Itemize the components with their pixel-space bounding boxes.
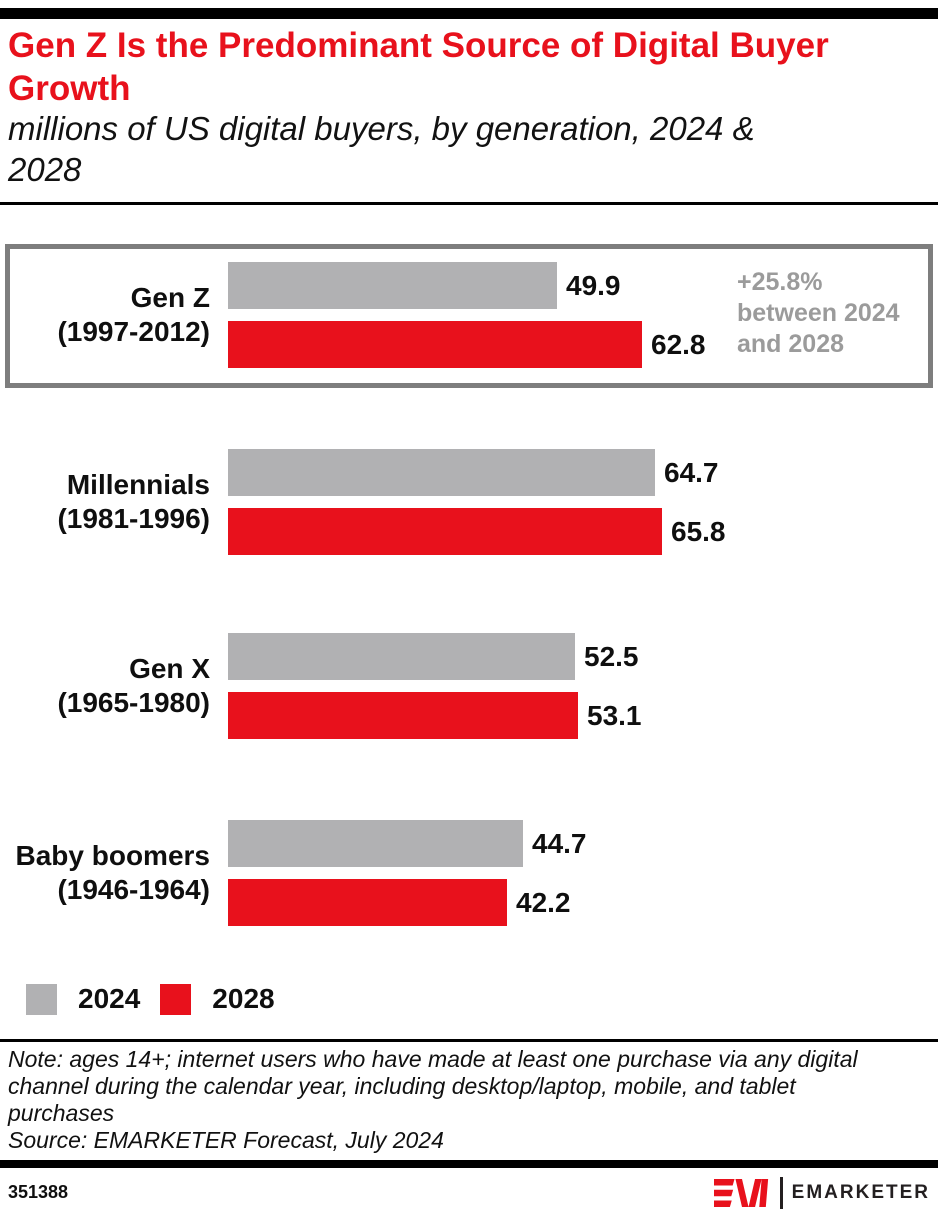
category-years: (1997-2012) — [57, 316, 210, 347]
legend-swatch-2028 — [160, 983, 192, 1015]
logo-divider — [779, 1177, 783, 1209]
bar-row-2024: 64.7 — [228, 449, 719, 496]
annotation-line-2: between 2024 — [737, 299, 900, 327]
bar-row-2028: 42.2 — [228, 879, 571, 926]
legend-label-2028: 2028 — [212, 983, 275, 1014]
annotation-line-3: and 2028 — [737, 330, 845, 358]
chart-title-line-1: Gen Z Is the Predominant Source of Digit… — [8, 26, 829, 65]
category-years: (1946-1964) — [57, 874, 210, 905]
footnote-divider — [0, 1039, 938, 1042]
category-label-baby-boomers: Baby boomers (1946-1964) — [0, 820, 211, 926]
bar-2028-gen-x — [228, 692, 578, 739]
bar-2024-gen-x — [228, 633, 575, 680]
bar-2024-baby-boomers — [228, 820, 523, 867]
bar-row-2024: 49.9 — [228, 262, 621, 309]
chart-title: Gen Z Is the Predominant Source of Digit… — [8, 24, 928, 110]
chart-subtitle: millions of US digital buyers, by genera… — [8, 108, 928, 190]
bar-2028-gen-z — [228, 321, 642, 368]
value-label-2024-millennials: 64.7 — [664, 456, 719, 488]
category-name: Gen Z — [130, 282, 210, 313]
value-label-2024-baby-boomers: 44.7 — [532, 827, 587, 859]
bar-2024-gen-z — [228, 262, 557, 309]
chart-title-line-2: Growth — [8, 69, 131, 108]
bar-2028-baby-boomers — [228, 879, 507, 926]
chart-subtitle-line-1: millions of US digital buyers, by genera… — [8, 110, 755, 147]
value-label-2028-baby-boomers: 42.2 — [516, 886, 571, 918]
bar-row-2028: 53.1 — [228, 692, 642, 739]
category-years: (1981-1996) — [57, 503, 210, 534]
value-label-2024-gen-z: 49.9 — [566, 269, 621, 301]
bar-2024-millennials — [228, 449, 655, 496]
category-name: Gen X — [129, 653, 210, 684]
chart-id: 351388 — [8, 1182, 69, 1202]
emarketer-em-icon — [713, 1179, 768, 1207]
bar-group-baby-boomers: Baby boomers (1946-1964) 44.7 42.2 — [0, 820, 938, 926]
bottom-accent-bar — [0, 1160, 938, 1168]
bar-row-2028: 62.8 — [228, 321, 706, 368]
category-label-gen-x: Gen X (1965-1980) — [0, 633, 210, 739]
bar-group-gen-z: Gen Z (1997-2012) 49.9 62.8 — [0, 262, 938, 368]
bar-group-millennials: Millennials (1981-1996) 64.7 65.8 — [0, 449, 938, 555]
emarketer-wordmark: EMARKETER — [791, 1182, 930, 1203]
genz-highlight-box — [5, 244, 933, 388]
genz-growth-annotation: +25.8% between 2024 and 2028 — [737, 267, 932, 360]
header-divider — [0, 202, 938, 205]
category-label-gen-z: Gen Z (1997-2012) — [0, 262, 210, 368]
value-label-2028-millennials: 65.8 — [671, 515, 726, 547]
note-line-2: channel during the calendar year, includ… — [8, 1073, 796, 1099]
bar-row-2024: 44.7 — [228, 820, 587, 867]
bar-group-gen-x: Gen X (1965-1980) 52.5 53.1 — [0, 633, 938, 739]
bar-2028-millennials — [228, 508, 662, 555]
source-line: Source: EMARKETER Forecast, July 2024 — [8, 1127, 444, 1153]
bar-row-2028: 65.8 — [228, 508, 726, 555]
note-line-3: purchases — [8, 1100, 115, 1126]
emarketer-logo: EMARKETER — [713, 1174, 930, 1212]
note-line-1: Note: ages 14+; internet users who have … — [8, 1046, 858, 1072]
bar-row-2024: 52.5 — [228, 633, 639, 680]
category-years: (1965-1980) — [57, 687, 210, 718]
category-label-millennials: Millennials (1981-1996) — [0, 449, 210, 555]
legend: 2024 2028 — [26, 983, 275, 1015]
top-accent-bar — [0, 8, 938, 19]
category-name: Baby boomers — [15, 840, 211, 871]
value-label-2028-gen-x: 53.1 — [587, 699, 642, 731]
annotation-line-1: +25.8% — [737, 268, 823, 296]
legend-swatch-2024 — [26, 983, 57, 1015]
value-label-2024-gen-x: 52.5 — [584, 640, 639, 672]
footnote: Note: ages 14+; internet users who have … — [8, 1046, 930, 1154]
category-name: Millennials — [66, 469, 210, 500]
legend-label-2024: 2024 — [78, 983, 141, 1014]
value-label-2028-gen-z: 62.8 — [651, 328, 706, 360]
chart-subtitle-line-2: 2028 — [8, 151, 82, 188]
